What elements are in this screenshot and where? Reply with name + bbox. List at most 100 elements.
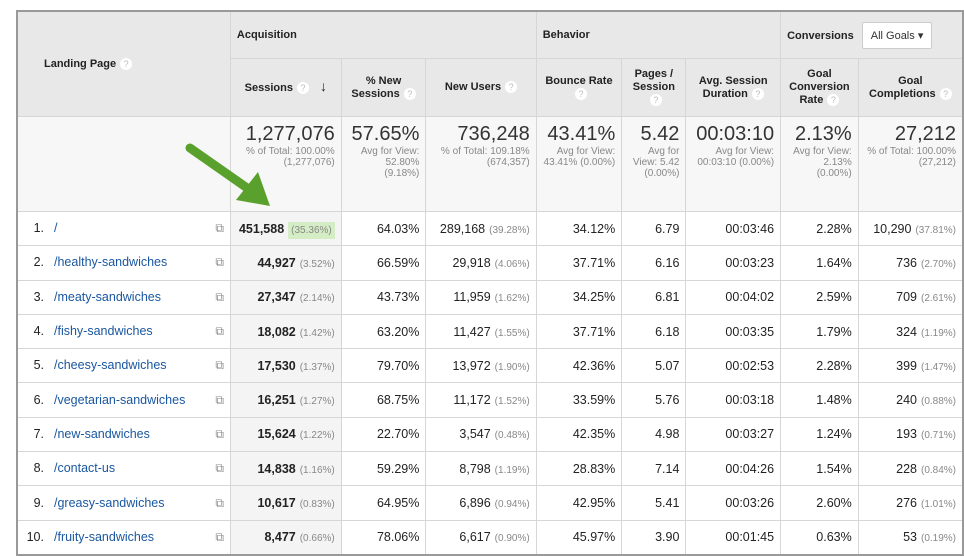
open-external-icon[interactable]: ⧉	[215, 392, 224, 407]
open-external-icon[interactable]: ⧉	[215, 255, 224, 270]
column-header[interactable]: New Users?	[425, 58, 537, 117]
row-number: 10.	[26, 529, 44, 544]
goal-completions-value: 193	[896, 427, 917, 442]
sessions-value: 15,624	[257, 427, 296, 442]
column-header[interactable]: % New Sessions?	[340, 58, 427, 117]
help-icon[interactable]: ?	[296, 82, 309, 94]
open-external-icon[interactable]: ⧉	[215, 529, 224, 544]
new-users-value: 11,959	[453, 290, 491, 305]
acquisition-group: Acquisition	[229, 10, 537, 59]
sessions-value: 18,082	[257, 324, 296, 339]
conversion-rate-value: 2.28%	[780, 210, 859, 247]
help-icon[interactable]: ?	[403, 87, 416, 100]
new-users-value: 3,547	[459, 427, 491, 442]
conversions-group: Conversions All Goals ▾	[780, 10, 964, 59]
help-icon[interactable]: ?	[751, 87, 764, 100]
landing-page-link[interactable]: /contact-us	[54, 461, 116, 476]
row-number: 5.	[33, 358, 44, 373]
row-number: 4.	[33, 324, 44, 339]
open-external-icon[interactable]: ⧉	[215, 324, 224, 339]
landing-page-link[interactable]: /vegetarian-sandwiches	[54, 392, 186, 407]
pages-per-session-value: 7.14	[621, 451, 687, 487]
new-users-value: 29,918	[452, 255, 491, 270]
bounce-rate-value: 34.12%	[535, 210, 623, 247]
column-header[interactable]: Bounce Rate?	[535, 58, 623, 117]
help-icon[interactable]: ?	[939, 87, 952, 100]
column-header[interactable]: Goal Conversion Rate?	[780, 58, 859, 117]
sessions-percent: (1.16%)	[299, 464, 335, 476]
row-number: 6.	[33, 392, 44, 407]
open-external-icon[interactable]: ⧉	[215, 358, 224, 373]
caret-down-icon: ▾	[917, 29, 924, 42]
new-users-percent: (4.06%)	[494, 258, 530, 270]
landing-page-link[interactable]: /healthy-sandwiches	[54, 255, 168, 270]
total-cell: 00:03:10 Avg for View: 00:03:10 (0.00%)	[685, 116, 782, 212]
sessions-percent: (2.14%)	[299, 293, 335, 305]
sessions-percent: (1.42%)	[299, 327, 335, 339]
landing-page-link[interactable]: /fruity-sandwiches	[54, 529, 155, 544]
landing-page-link[interactable]: /	[54, 221, 58, 236]
avg-duration-value: 00:03:26	[685, 485, 782, 521]
new-users-percent: (0.48%)	[494, 430, 530, 442]
goal-completions-percent: (0.71%)	[920, 430, 956, 442]
conversion-rate-value: 1.24%	[780, 416, 859, 453]
open-external-icon[interactable]: ⧉	[215, 495, 224, 510]
new-users-value: 6,617	[459, 530, 491, 545]
avg-duration-value: 00:03:46	[685, 210, 782, 247]
landing-page-link[interactable]: /greasy-sandwiches	[54, 495, 165, 510]
sessions-value: 14,838	[257, 461, 296, 476]
new-users-percent: (1.62%)	[494, 293, 530, 305]
sort-arrow-down-icon[interactable]: ↓	[320, 78, 328, 94]
goal-completions-value: 736	[896, 255, 917, 270]
goal-completions-percent: (1.01%)	[920, 499, 956, 511]
open-external-icon[interactable]: ⧉	[215, 426, 224, 441]
open-external-icon[interactable]: ⧉	[215, 289, 224, 304]
column-header[interactable]: Pages / Session?	[621, 58, 687, 117]
landing-page-link[interactable]: /new-sandwiches	[54, 426, 150, 441]
help-icon[interactable]: ?	[649, 94, 662, 106]
landing-page-link[interactable]: /meaty-sandwiches	[54, 289, 161, 304]
goal-completions-percent: (2.70%)	[920, 258, 956, 270]
column-header[interactable]: Goal Completions?	[857, 58, 964, 117]
column-header[interactable]: Sessions? ↓	[229, 58, 342, 117]
new-users-value: 6,896	[459, 496, 491, 511]
bounce-rate-value: 42.36%	[535, 348, 623, 384]
new-users-value: 11,427	[453, 324, 491, 339]
landing-page-report-table: Landing Page? Acquisition Behavior Conve…	[16, 10, 964, 556]
help-icon[interactable]: ?	[120, 58, 133, 70]
help-icon[interactable]: ?	[505, 81, 518, 93]
conversion-rate-value: 2.60%	[780, 485, 859, 521]
goal-completions-value: 399	[896, 358, 917, 373]
conversion-rate-value: 2.28%	[780, 348, 859, 384]
total-cell: 27,212% of Total: 100.00% (27,212)	[857, 116, 964, 212]
table-row: 1. / ⧉ 451,588 (35.36%) 64.03% 289,168 (39.2…	[16, 210, 964, 247]
new-sessions-value: 43.73%	[340, 279, 427, 315]
table-row: 3. /meaty-sandwiches ⧉ 27,347 (2.14%) 43.73…	[16, 279, 964, 315]
new-sessions-value: 78.06%	[340, 519, 427, 556]
help-icon[interactable]: ?	[827, 94, 840, 106]
goal-completions-percent: (1.19%)	[920, 327, 956, 339]
landing-page-link[interactable]: /fishy-sandwiches	[54, 324, 153, 339]
open-external-icon[interactable]: ⧉	[215, 221, 224, 236]
help-icon[interactable]: ?	[574, 87, 587, 100]
bounce-rate-value: 37.71%	[535, 245, 623, 281]
sessions-value: 10,617	[257, 496, 296, 511]
new-sessions-value: 79.70%	[340, 348, 427, 384]
new-users-percent: (1.55%)	[494, 327, 530, 339]
pages-per-session-value: 3.90	[621, 519, 687, 556]
sessions-value: 8,477	[264, 530, 296, 545]
sessions-percent: (35.36%)	[288, 221, 335, 239]
goal-completions-value: 240	[896, 393, 917, 408]
avg-duration-value: 00:01:45	[685, 519, 782, 556]
row-number: 1.	[33, 221, 44, 236]
row-number: 7.	[33, 426, 44, 441]
goal-select-dropdown[interactable]: All Goals ▾	[861, 21, 933, 49]
table-row: 9./greasy-sandwiches ⧉ 10,617 (0.83%) 64.9…	[16, 485, 964, 521]
avg-duration-value: 00:04:26	[685, 451, 782, 487]
open-external-icon[interactable]: ⧉	[215, 461, 224, 476]
goal-completions-percent: (37.81%)	[915, 224, 956, 236]
landing-page-link[interactable]: /cheesy-sandwiches	[54, 358, 167, 373]
column-header[interactable]: Avg. Session Duration?	[685, 58, 782, 117]
pages-per-session-value: 6.81	[621, 279, 687, 315]
